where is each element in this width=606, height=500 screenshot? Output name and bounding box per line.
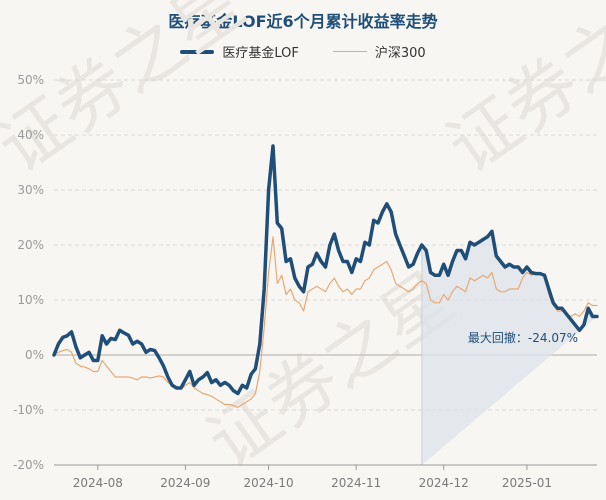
- x-tick-label: 2024-09: [160, 476, 210, 490]
- legend-swatch-index: [332, 50, 367, 53]
- watermark-text: 证券之星: [433, 0, 606, 189]
- y-tick-label: -20%: [13, 458, 44, 472]
- y-tick-label: 50%: [17, 73, 44, 87]
- series-lines: [52, 144, 599, 408]
- y-tick-label: 30%: [17, 183, 44, 197]
- y-tick-label: 40%: [17, 128, 44, 142]
- x-tick-label: 2024-11: [331, 476, 381, 490]
- legend-item-index[interactable]: 沪深300: [332, 42, 426, 61]
- legend-swatch-fund: [180, 49, 215, 54]
- series-line-index: [53, 236, 598, 408]
- series-line-fund: [52, 144, 599, 396]
- max-drawdown-annotation: 最大回撤：-24.07%: [468, 330, 578, 345]
- y-tick-label: 20%: [17, 238, 44, 252]
- legend-item-fund[interactable]: 医疗基金LOF: [180, 42, 299, 61]
- legend-label-index: 沪深300: [374, 46, 426, 61]
- legend: 医疗基金LOF 沪深300: [0, 42, 606, 61]
- drawdown-shade: [421, 231, 597, 465]
- axes: 50% 40% 30% 20% 10% 0% -10% -20% 2024-08 2024-09 2…: [13, 73, 597, 490]
- drawdown-area: [421, 231, 597, 465]
- y-tick-label: 0%: [25, 348, 44, 362]
- y-tick-label: -10%: [13, 403, 44, 417]
- x-tick-label: 2024-08: [73, 476, 123, 490]
- watermark-text: 证券之星: [0, 0, 259, 189]
- chart-title: 医疗基金LOF近6个月累计收益率走势: [168, 12, 438, 31]
- y-tick-label: 10%: [17, 293, 44, 307]
- x-tick-label: 2025-01: [502, 476, 552, 490]
- x-tick-label: 2024-10: [244, 476, 294, 490]
- legend-label-fund: 医疗基金LOF: [222, 46, 299, 61]
- x-tick-label: 2024-12: [419, 476, 469, 490]
